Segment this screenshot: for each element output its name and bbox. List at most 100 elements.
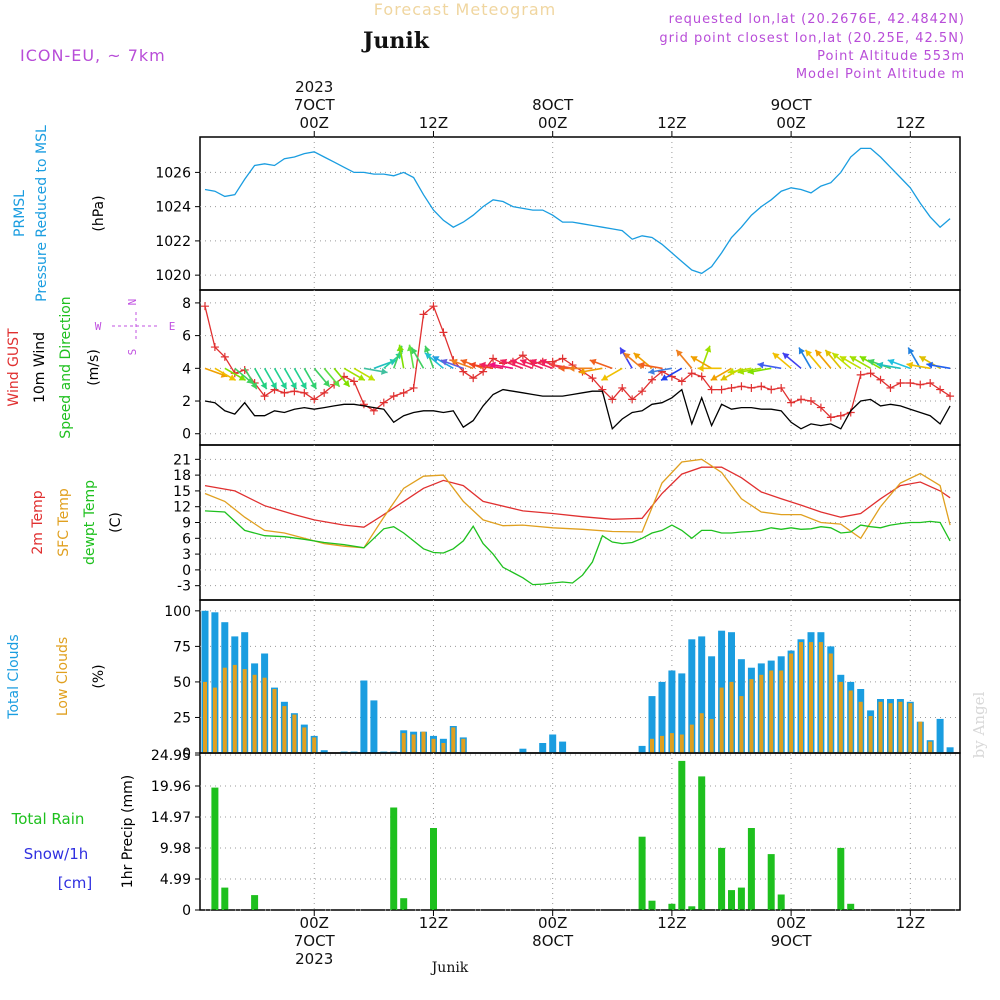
- bar: [411, 734, 416, 753]
- wind-arrow-head: [782, 352, 790, 360]
- wind-arrow-head: [460, 358, 468, 366]
- top-time-label: 9OCT: [771, 96, 813, 114]
- gust-marker: [439, 328, 448, 337]
- bar: [648, 696, 656, 753]
- y-tick-label: 21: [173, 452, 191, 468]
- panel-unit-label: (m/s): [86, 349, 102, 386]
- bar: [638, 745, 646, 753]
- bar: [430, 828, 437, 910]
- wind-arrow-head: [479, 361, 486, 369]
- bar: [908, 703, 913, 753]
- bar: [400, 898, 408, 910]
- gust-marker: [707, 385, 716, 394]
- panel-side-label: dewpt Temp: [82, 480, 98, 565]
- gust-marker: [310, 395, 319, 404]
- model-point-altitude: Model Point Altitude m: [796, 67, 965, 82]
- bar: [648, 900, 656, 910]
- gust-marker: [220, 352, 229, 361]
- wind-arrow-head: [310, 382, 317, 390]
- bar: [868, 716, 873, 753]
- wind-arrow-head: [633, 352, 641, 360]
- footer-station: Junik: [430, 960, 469, 976]
- wind-arrow-head: [601, 374, 609, 381]
- bar: [698, 776, 706, 910]
- panel-1: 1020 1022 1024 1026 PRMSL Pressure Reduced to…: [12, 125, 961, 302]
- top-time-label: 00Z: [300, 114, 329, 132]
- gust-marker: [806, 397, 815, 406]
- gust-marker: [379, 398, 388, 407]
- gust-marker: [876, 375, 885, 384]
- bar: [660, 735, 664, 753]
- grid-coords: grid point closest lon,lat (20.25E, 42.5…: [659, 31, 965, 46]
- gust-marker: [648, 375, 657, 384]
- bar: [212, 687, 217, 753]
- wind-arrow-head: [397, 344, 404, 352]
- bar: [688, 906, 696, 910]
- top-time-label: 7OCT: [294, 96, 336, 114]
- wind-arrow-head: [424, 345, 431, 353]
- bar: [767, 854, 775, 910]
- bottom-time-label: 12Z: [419, 914, 448, 932]
- bar: [719, 687, 724, 753]
- gust-marker: [677, 377, 686, 386]
- wind-arrow-head: [290, 382, 297, 390]
- precip-legend-label: Snow/1h: [24, 845, 89, 863]
- wind-arrow-head: [510, 358, 518, 366]
- gust-marker: [797, 395, 806, 404]
- wind-arrow-head: [805, 349, 813, 357]
- gust-marker: [479, 367, 488, 376]
- gust-marker: [946, 392, 955, 401]
- wind-arrow-head: [381, 367, 388, 375]
- panel-side-label: 10m Wind: [32, 332, 48, 403]
- bar: [759, 674, 764, 753]
- wind-arrow-head: [357, 374, 365, 381]
- gust-marker: [300, 388, 309, 397]
- wind-arrow-head: [623, 352, 631, 360]
- bar: [777, 894, 785, 910]
- panel-side-label: SFC Temp: [56, 488, 72, 557]
- compass-east: E: [169, 320, 176, 333]
- wind-arrow-head: [548, 361, 556, 369]
- bar: [888, 703, 893, 753]
- gust-marker: [459, 367, 468, 376]
- gust-marker: [240, 365, 249, 374]
- compass-west: W: [95, 320, 102, 333]
- gust-marker: [389, 392, 398, 401]
- wind-arrow-head: [620, 347, 627, 355]
- panel-5: 0 4.99 9.98 14.97 19.96 24.95 Total Rain Snow/1…: [11, 748, 961, 919]
- gust-marker: [787, 398, 796, 407]
- wind-arrow-head: [720, 374, 728, 381]
- wind-arrow-head: [839, 356, 847, 363]
- bar: [370, 700, 378, 753]
- bar: [847, 903, 855, 910]
- bar: [946, 747, 954, 753]
- compass-south: S: [126, 349, 139, 356]
- bar: [292, 714, 297, 753]
- bar: [211, 612, 219, 753]
- bar: [461, 738, 466, 753]
- gust-marker: [558, 354, 567, 363]
- bar: [232, 664, 237, 753]
- y-tick-label: 1024: [155, 200, 191, 216]
- wind-arrow-head: [704, 345, 712, 353]
- wind-arrow-head: [908, 347, 915, 355]
- y-tick-label: 0: [182, 746, 191, 762]
- gust-marker: [866, 369, 875, 378]
- y-tick-label: 0: [182, 903, 191, 919]
- gust-marker: [518, 351, 527, 360]
- gust-marker: [628, 395, 637, 404]
- precip-legend-label: Total Rain: [11, 810, 85, 828]
- gust-marker: [200, 302, 209, 311]
- wind-arrow-head: [638, 361, 645, 369]
- wind-arrow-head: [926, 361, 933, 369]
- wind-arrow-head: [343, 379, 350, 387]
- gust-marker: [757, 382, 766, 391]
- gust-marker: [717, 385, 726, 394]
- bar: [739, 696, 744, 753]
- bar: [658, 681, 666, 753]
- wind-arrow-head: [500, 358, 508, 366]
- wind-arrow-head: [425, 352, 432, 360]
- gust-marker: [657, 367, 666, 376]
- wind-arrow-head: [710, 374, 718, 381]
